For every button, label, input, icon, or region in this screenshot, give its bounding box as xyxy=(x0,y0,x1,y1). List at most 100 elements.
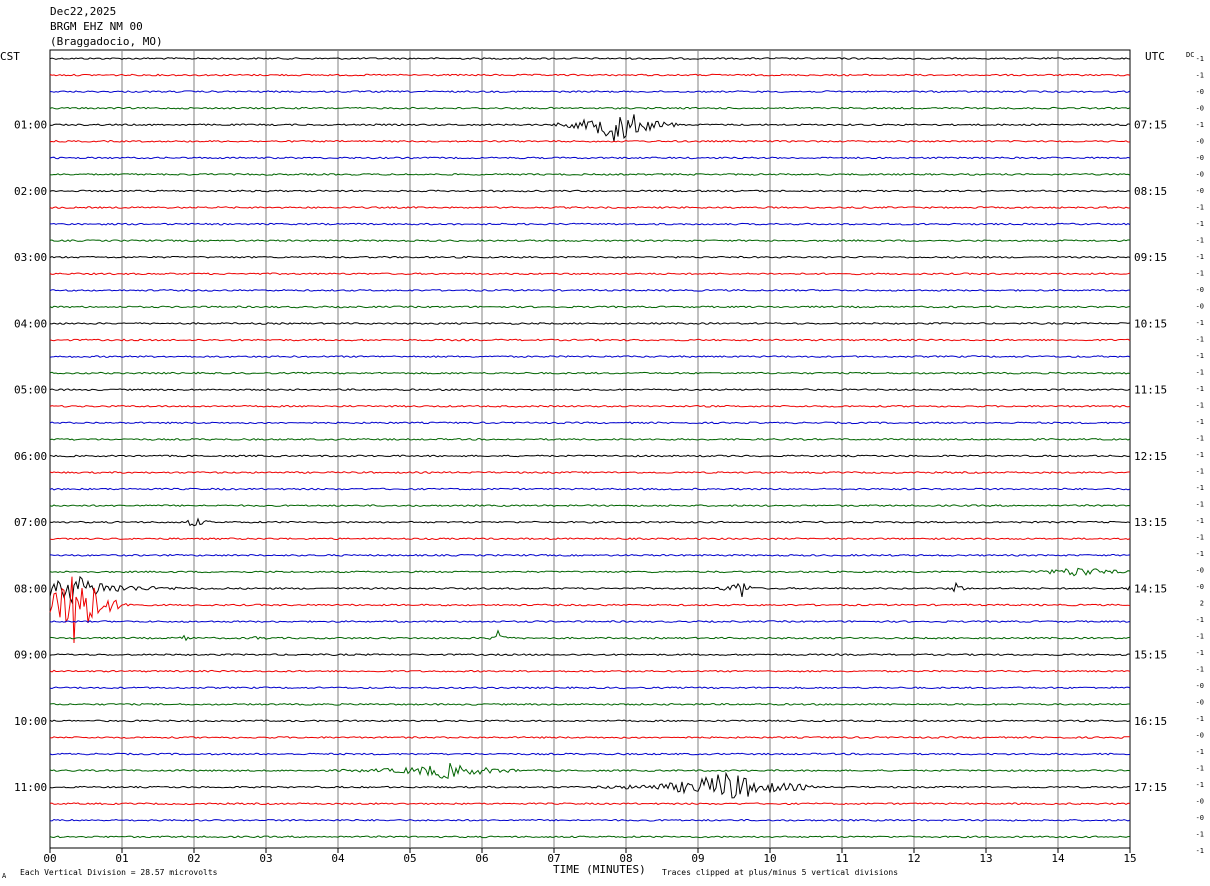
trace-line xyxy=(49,517,1131,527)
right-hour-label: 09:15 xyxy=(1134,251,1167,264)
x-tick-label: 01 xyxy=(115,852,128,865)
dc-offset-value: -0 xyxy=(1196,286,1204,294)
station-code: BRGM EHZ NM 00 xyxy=(50,20,143,33)
x-tick-label: 04 xyxy=(331,852,345,865)
trace-line xyxy=(49,90,1131,93)
trace-line xyxy=(49,504,1131,508)
right-hour-label: 07:15 xyxy=(1134,119,1167,132)
right-hour-label: 11:15 xyxy=(1134,384,1167,397)
trace-line xyxy=(49,752,1131,756)
trace-line xyxy=(49,576,1131,644)
trace-line xyxy=(49,288,1130,292)
x-tick-label: 08 xyxy=(619,852,632,865)
trace-line xyxy=(49,305,1131,309)
dc-offset-value: -0 xyxy=(1196,171,1204,179)
x-tick-label: 10 xyxy=(763,852,776,865)
left-hour-label: 06:00 xyxy=(14,450,47,463)
trace-line xyxy=(49,139,1131,143)
trace-line xyxy=(49,421,1131,425)
trace-line xyxy=(49,537,1131,541)
x-tick-label: 11 xyxy=(835,852,848,865)
trace-line xyxy=(49,239,1131,243)
left-hour-label: 08:00 xyxy=(14,582,47,595)
dc-offset-value: -1 xyxy=(1196,237,1204,245)
left-timezone-label: CST xyxy=(0,50,20,63)
trace-line xyxy=(49,736,1130,739)
dc-offset-value: -1 xyxy=(1196,649,1204,657)
trace-line xyxy=(49,338,1131,342)
dc-offset-value: -1 xyxy=(1196,666,1204,674)
dc-offset-value: -1 xyxy=(1196,72,1204,80)
dc-offset-value: -1 xyxy=(1196,336,1204,344)
trace-line xyxy=(49,575,1131,605)
trace-line xyxy=(49,437,1131,441)
right-hour-label: 10:15 xyxy=(1134,317,1167,330)
x-tick-label: 07 xyxy=(547,852,560,865)
dc-offset-value: -1 xyxy=(1196,550,1204,558)
plot-frame xyxy=(49,49,1131,849)
dc-offset-value: -0 xyxy=(1196,303,1204,311)
dc-offset-value: -1 xyxy=(1196,748,1204,756)
dc-offset-value: -1 xyxy=(1196,847,1204,855)
trace-line xyxy=(49,454,1131,458)
dc-offset-value: -1 xyxy=(1196,451,1204,459)
left-hour-label: 09:00 xyxy=(14,649,47,662)
dc-offset-value: -0 xyxy=(1196,732,1204,740)
left-hour-label: 02:00 xyxy=(14,185,47,198)
right-hour-label: 17:15 xyxy=(1134,781,1167,794)
dc-offset-value: -0 xyxy=(1196,154,1204,162)
dc-offset-value: -0 xyxy=(1196,105,1204,113)
dc-offset-value: -1 xyxy=(1196,270,1204,278)
dc-offset-value: -0 xyxy=(1196,814,1204,822)
left-hour-label: 01:00 xyxy=(14,119,47,132)
x-tick-label: 06 xyxy=(475,852,488,865)
x-tick-label: 09 xyxy=(691,852,704,865)
trace-line xyxy=(49,404,1131,408)
left-hour-label: 11:00 xyxy=(14,781,47,794)
dc-offset-value: -0 xyxy=(1196,567,1204,575)
dc-offset-value: -1 xyxy=(1196,352,1204,360)
dc-offset-value: -0 xyxy=(1196,583,1204,591)
trace-line xyxy=(49,371,1131,375)
x-tick-label: 03 xyxy=(259,852,272,865)
dc-offset-value: -1 xyxy=(1196,781,1204,789)
trace-line xyxy=(49,114,1131,142)
dc-offset-value: -1 xyxy=(1196,616,1204,624)
trace-line xyxy=(49,272,1131,276)
dc-offset-value: -1 xyxy=(1196,435,1204,443)
dc-offset-value: -1 xyxy=(1196,831,1204,839)
right-timezone-label: UTC xyxy=(1145,50,1165,63)
trace-line xyxy=(49,355,1131,359)
dc-offset-value: -1 xyxy=(1196,468,1204,476)
dc-offset-value: -0 xyxy=(1196,138,1204,146)
trace-line xyxy=(49,835,1131,839)
trace-line xyxy=(49,553,1131,557)
time-grid xyxy=(49,49,1131,853)
dc-offset-value: -1 xyxy=(1196,765,1204,773)
trace-line xyxy=(49,653,1131,657)
trace-line xyxy=(50,222,1131,226)
x-axis-title: TIME (MINUTES) xyxy=(553,863,646,876)
left-hour-label: 07:00 xyxy=(14,516,47,529)
right-hour-label: 14:15 xyxy=(1134,582,1167,595)
dc-offset-value: -1 xyxy=(1196,369,1204,377)
trace-line xyxy=(49,702,1130,706)
dc-offset-value: -0 xyxy=(1196,88,1204,96)
trace-line xyxy=(49,322,1131,325)
trace-line xyxy=(49,620,1131,623)
left-hour-label: 04:00 xyxy=(14,317,47,330)
dc-offset-value: -1 xyxy=(1196,204,1204,212)
dc-offset-header: DC xyxy=(1186,51,1194,59)
x-tick-label: 05 xyxy=(403,852,416,865)
x-tick-label: 14 xyxy=(1051,852,1065,865)
dc-offset-value: -1 xyxy=(1196,402,1204,410)
left-hour-label: 10:00 xyxy=(14,715,47,728)
dc-offset-value: -1 xyxy=(1196,517,1204,525)
trace-line xyxy=(49,471,1130,474)
left-hour-label: 03:00 xyxy=(14,251,47,264)
trace-line xyxy=(49,802,1131,806)
dc-offset-value: -1 xyxy=(1196,715,1204,723)
x-tick-label: 12 xyxy=(907,852,920,865)
trace-line xyxy=(49,487,1131,491)
